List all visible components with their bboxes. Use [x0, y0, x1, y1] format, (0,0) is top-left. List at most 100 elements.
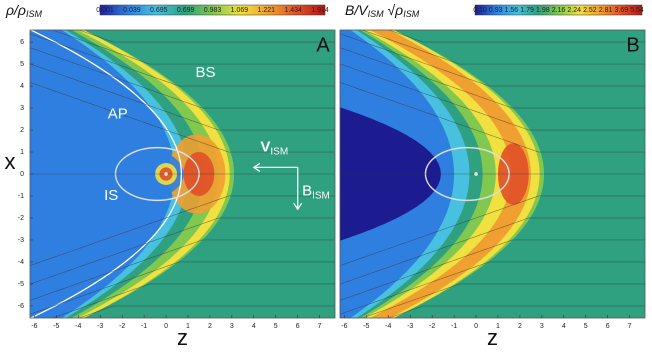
streamline [30, 195, 335, 266]
colorbar-label: 1.069 [231, 7, 249, 14]
colorbar-label: 2.81 [599, 7, 613, 14]
y-tick-label: 1 [20, 149, 24, 156]
x-tick-label: -2 [119, 323, 125, 330]
title-part: ISM [26, 9, 43, 19]
x-tick-label: -6 [31, 323, 37, 330]
y-tick-label: 4 [20, 83, 24, 90]
x-tick-label: -1 [451, 323, 457, 330]
x-tick-label: 1 [496, 323, 500, 330]
streamline [340, 239, 645, 301]
y-tick-label: -1 [18, 193, 24, 200]
x-tick-label: -3 [407, 323, 413, 330]
y-tick-label: 5 [20, 61, 24, 68]
vector-subscript: ISM [312, 190, 330, 201]
x-tick-label: 2 [518, 323, 522, 330]
panel-label: B [626, 34, 639, 56]
x-tick-label: -5 [363, 323, 369, 330]
annotation: BS [196, 64, 216, 81]
annotation: IS [104, 187, 118, 204]
x-tick-label: -2 [429, 323, 435, 330]
streamline [30, 47, 335, 109]
title-part: ISM [368, 9, 385, 19]
x-tick-label: -4 [75, 323, 81, 330]
colorbar-label: 0.699 [177, 7, 195, 14]
x-tick-label: 0 [164, 323, 168, 330]
y-tick-label: -2 [18, 215, 24, 222]
x-axis-label: z [177, 325, 188, 350]
streamline [30, 239, 335, 301]
y-tick-label: -6 [18, 303, 24, 310]
colorbar-label: 1.221 [257, 7, 275, 14]
colorbar-label: 1.434 [284, 7, 302, 14]
colorbar-title: ρ/ρISM [5, 2, 42, 20]
colorbar-label: 3.69 [614, 7, 628, 14]
colorbar-label: 0.983 [204, 7, 222, 14]
x-tick-label: -5 [53, 323, 59, 330]
x-tick-label: 6 [296, 323, 300, 330]
streamline [30, 33, 335, 87]
plot-frame [339, 29, 646, 319]
streamline [30, 82, 335, 153]
streamline [51, 30, 335, 65]
title-part: B/V [345, 2, 369, 18]
vector-subscript: ISM [270, 146, 288, 157]
streamline [30, 63, 335, 131]
x-tick-label: 7 [318, 323, 322, 330]
y-tick-label: -3 [18, 237, 24, 244]
x-tick-label: 0 [474, 323, 478, 330]
colorbar-label: 5.54 [630, 7, 644, 14]
colorbar-label: 1.56 [505, 7, 519, 14]
streamline [30, 217, 335, 285]
colorbar-label: 0.93 [489, 7, 503, 14]
streamline [361, 283, 645, 318]
streamline [340, 195, 645, 266]
x-tick-label: 1 [186, 323, 190, 330]
x-tick-label: 2 [208, 323, 212, 330]
x-tick-label: 5 [584, 323, 588, 330]
streamline [340, 33, 645, 87]
colorbar-label: 1.98 [536, 7, 550, 14]
title-part: ISM [403, 9, 420, 19]
vector-label: VISM [260, 139, 288, 158]
x-tick-label: -6 [341, 323, 347, 330]
colorbar-label: 2.24 [567, 7, 581, 14]
x-tick-label: 6 [606, 323, 610, 330]
streamline [51, 283, 335, 318]
y-tick-label: -4 [18, 259, 24, 266]
y-tick-label: 0 [20, 171, 24, 178]
x-tick-label: 7 [628, 323, 632, 330]
colorbar-label: 2.52 [583, 7, 597, 14]
colorbar [99, 4, 326, 16]
x-tick-label: 5 [274, 323, 278, 330]
streamline [340, 217, 645, 285]
colorbar-label: 0.10 [473, 7, 487, 14]
x-tick-label: 4 [252, 323, 256, 330]
streamline [387, 30, 645, 43]
streamline [340, 47, 645, 109]
colorbar-label: 1.914 [311, 7, 329, 14]
y-tick-label: -5 [18, 281, 24, 288]
panel-label: A [316, 34, 330, 56]
streamline [30, 261, 335, 315]
vector-label: BISM [302, 183, 330, 202]
colorbar-label: 0.695 [150, 7, 168, 14]
title-part: √ρ [384, 2, 404, 18]
vector-symbol: V [260, 139, 270, 156]
x-tick-label: -4 [385, 323, 391, 330]
colorbar-title: B/VISM √ρISM [345, 2, 420, 20]
y-tick-label: 3 [20, 105, 24, 112]
streamline [340, 82, 645, 153]
streamline [340, 63, 645, 131]
colorbar [474, 4, 643, 16]
colorbar-label: 0.039 [123, 7, 141, 14]
streamline [77, 305, 335, 318]
arrow-v [252, 162, 303, 211]
streamline [387, 305, 645, 318]
colorbar-label: 0.001 [96, 7, 114, 14]
streamline [77, 30, 335, 43]
y-tick-label: 6 [20, 39, 24, 46]
y-axis-label: x [5, 149, 16, 174]
colorbar-label: 2.16 [552, 7, 566, 14]
